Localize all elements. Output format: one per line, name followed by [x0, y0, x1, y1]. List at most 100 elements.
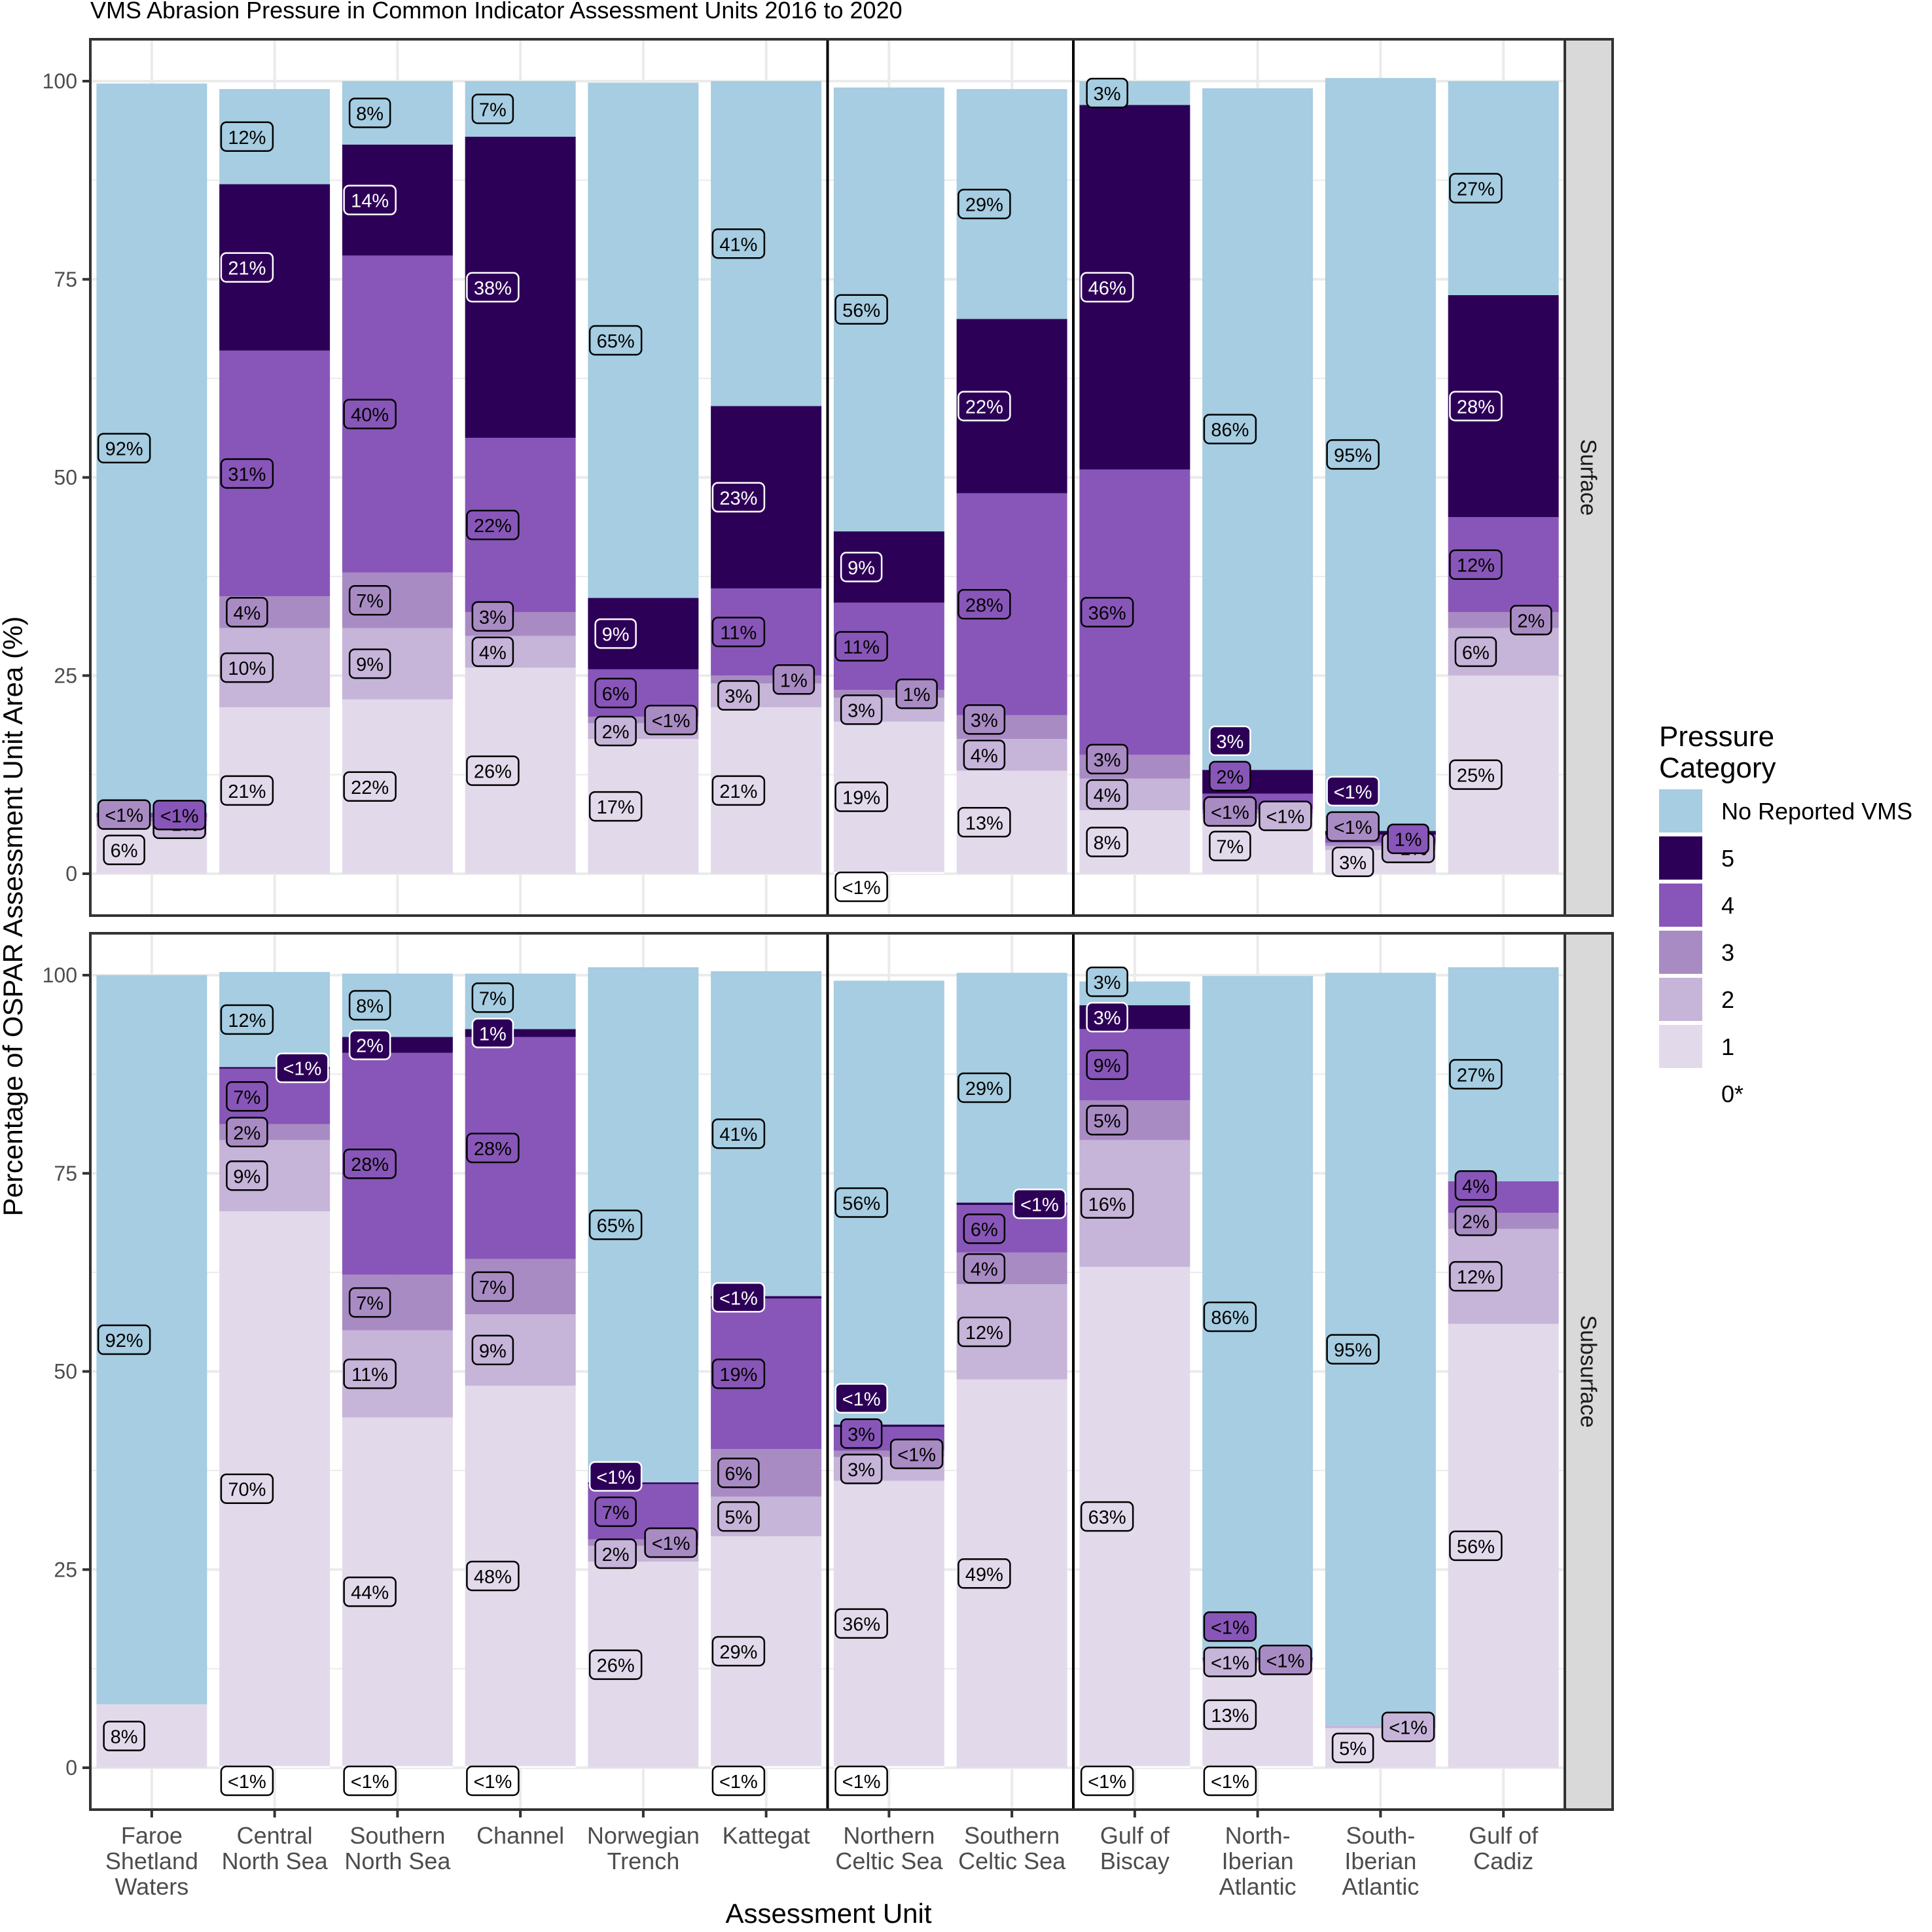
x-tick-label: Southern North Sea	[344, 1822, 451, 1874]
data-label-box	[220, 121, 274, 152]
data-label-text: 19%	[719, 1365, 757, 1386]
data-label-box	[1086, 1105, 1128, 1136]
bar-segment-c3	[1202, 1659, 1314, 1661]
data-label-box	[963, 1253, 1006, 1284]
data-label: 46%	[1080, 272, 1134, 303]
data-label-box	[957, 391, 1011, 421]
data-label-box	[1449, 1059, 1503, 1090]
data-label: <1%	[1012, 1189, 1067, 1219]
legend-swatch	[1659, 978, 1702, 1021]
data-label-box	[348, 584, 391, 616]
x-tick-label-line: Kattegat	[723, 1822, 810, 1849]
data-label-box	[220, 1765, 274, 1797]
data-label: 63%	[1080, 1501, 1134, 1532]
bar-segment-c3	[96, 817, 207, 822]
data-label-text: 56%	[1457, 1537, 1495, 1558]
facet-strip	[1564, 38, 1614, 917]
data-label-box	[1209, 725, 1251, 757]
data-label-box	[957, 1558, 1011, 1589]
legend-label: 2	[1721, 986, 1734, 1013]
bar-segment-c3	[1202, 809, 1314, 814]
data-label: <1%	[152, 800, 206, 831]
legend-title-line: Category	[1659, 752, 1776, 784]
data-label: <1%	[1326, 776, 1380, 807]
data-label-text: <1%	[1266, 807, 1304, 828]
data-label: 48%	[466, 1560, 520, 1592]
data-label-box	[1449, 549, 1503, 580]
legend-label: No Reported VMS	[1721, 798, 1912, 825]
bar-segment-c0	[833, 872, 944, 874]
data-label: 12%	[1449, 1261, 1503, 1292]
y-tick-label: 25	[54, 664, 77, 687]
data-label-text: 1%	[479, 1024, 507, 1045]
bar-segment-c2	[1325, 846, 1436, 850]
data-label: <1%	[220, 1765, 274, 1797]
bar-stack	[833, 87, 944, 874]
data-label-box	[343, 185, 397, 215]
data-label-box	[834, 1383, 888, 1414]
bar-stack	[1325, 78, 1436, 874]
bar-segment-c2	[1202, 813, 1314, 819]
x-tick-label-line: Celtic Sea	[835, 1848, 943, 1874]
data-label-text: 63%	[1088, 1507, 1126, 1528]
data-label: 5%	[1331, 1732, 1374, 1763]
data-label-box	[1387, 823, 1429, 854]
data-label: 56%	[834, 294, 888, 325]
data-label-box	[1454, 636, 1497, 668]
data-label: <1%	[834, 871, 888, 903]
data-label: 95%	[1326, 439, 1380, 470]
data-label-text: 29%	[965, 195, 1003, 216]
data-label-box	[711, 1118, 766, 1149]
y-tick-label: 0	[65, 1756, 77, 1780]
data-label-text: 26%	[474, 762, 512, 783]
data-label-text: 1%	[903, 685, 931, 706]
data-label-box	[1454, 1206, 1497, 1236]
data-label-text: <1%	[842, 1772, 881, 1793]
data-label-box	[220, 1004, 274, 1035]
data-label-box	[226, 1081, 268, 1112]
data-label-text: 9%	[1094, 1056, 1121, 1077]
data-label-text: 9%	[233, 1166, 260, 1187]
bar-segment-c0	[342, 1766, 453, 1768]
data-label-box	[466, 1560, 520, 1592]
facet-strip-label: Subsurface	[1576, 1315, 1601, 1428]
bar-stack	[711, 971, 822, 1768]
data-label: 6%	[963, 1213, 1006, 1244]
x-tick-label: Northern Celtic Sea	[835, 1822, 943, 1874]
data-label-box	[1086, 743, 1128, 775]
x-tick-label-line: Trench	[607, 1848, 680, 1874]
x-tick-label-line: Southern	[964, 1822, 1060, 1849]
data-label: 23%	[711, 482, 766, 513]
data-label: <1%	[1259, 1645, 1312, 1675]
data-label-box	[1086, 1001, 1128, 1033]
data-label-text: <1%	[105, 806, 143, 827]
data-label-box	[1203, 796, 1257, 827]
legend-item: 3	[1659, 931, 1734, 974]
bar-segment-c5	[219, 1067, 331, 1069]
data-label-box	[957, 589, 1011, 620]
data-label-text: 46%	[1088, 278, 1126, 299]
data-label-box	[1326, 1334, 1380, 1365]
data-label-text: 2%	[602, 722, 630, 743]
data-label-box	[471, 982, 514, 1013]
bar-segment-c0	[1079, 1766, 1190, 1768]
data-label-box	[711, 775, 766, 806]
legend-item: 2	[1659, 978, 1734, 1021]
data-label: 65%	[588, 325, 643, 356]
data-label-text: <1%	[1211, 1772, 1249, 1793]
data-label-text: 25%	[1457, 766, 1495, 787]
data-label-box	[840, 1418, 883, 1449]
data-label-box	[711, 1358, 766, 1389]
y-axis-title: Percentage of OSPAR Assessment Unit Area…	[0, 617, 28, 1217]
bar-stack	[465, 973, 576, 1768]
data-label-box	[834, 1187, 888, 1218]
data-label-box	[840, 694, 883, 725]
data-label: <1%	[644, 704, 698, 736]
data-label-text: 28%	[351, 1154, 389, 1175]
data-label-box	[343, 399, 397, 429]
data-label: <1%	[1326, 811, 1380, 842]
data-label-text: 7%	[1216, 837, 1243, 858]
bar-stack	[588, 82, 699, 874]
data-label-text: 8%	[1094, 833, 1121, 854]
